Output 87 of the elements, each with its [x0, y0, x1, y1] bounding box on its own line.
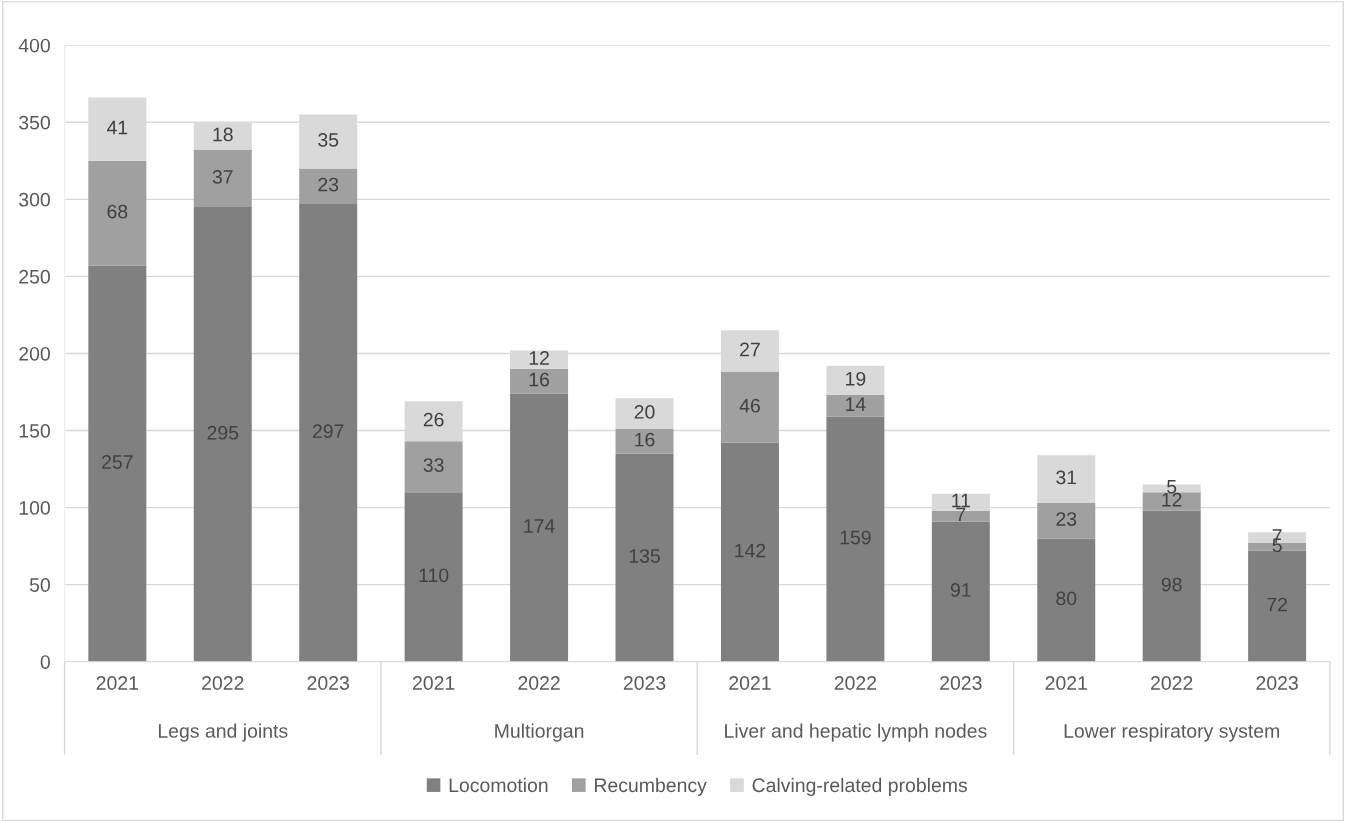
data-label: 110: [419, 568, 449, 583]
y-tick-label: 150: [19, 423, 50, 438]
bar: [510, 393, 569, 662]
bar: [826, 365, 885, 396]
data-label: 295: [207, 425, 239, 440]
bar: [826, 395, 885, 417]
bar: [88, 265, 147, 662]
data-label: 33: [423, 458, 444, 472]
y-tick-label: 100: [19, 501, 50, 515]
data-label: 11: [952, 493, 970, 508]
bar: [1248, 550, 1307, 662]
bar: [1142, 492, 1201, 511]
data-label: 46: [739, 398, 760, 413]
data-label: 91: [950, 583, 971, 597]
bar: [720, 371, 779, 443]
data-label: 5: [1167, 479, 1177, 494]
data-label: 26: [423, 412, 444, 427]
bar: [615, 428, 674, 454]
x-tick-label: 2022: [1151, 676, 1193, 690]
y-tick-label: 350: [19, 115, 50, 130]
x-tick-label: 2023: [940, 676, 982, 690]
data-label: 159: [840, 530, 871, 545]
x-tick-label: 2023: [307, 676, 349, 690]
x-tick-label: 2022: [834, 676, 877, 690]
x-tick-label: 2021: [96, 676, 139, 690]
y-tick-label: 200: [19, 346, 50, 361]
data-label: 18: [213, 127, 233, 142]
data-label: 41: [106, 120, 128, 135]
data-label: 98: [1161, 577, 1182, 592]
data-label: 135: [629, 549, 660, 563]
bar: [720, 442, 779, 662]
data-label: 16: [529, 372, 550, 387]
x-tick-label: 2022: [518, 676, 560, 690]
data-label: 72: [1267, 597, 1287, 612]
y-tick-label: 400: [18, 38, 50, 53]
text: Lower respiratory system: [1064, 723, 1280, 742]
data-label: 19: [846, 371, 866, 386]
bar: [193, 150, 252, 208]
data-label: 31: [1056, 470, 1077, 485]
x-tick-label: 2021: [1045, 676, 1087, 690]
x-tick-label: 2022: [202, 676, 244, 690]
data-label: 14: [846, 397, 866, 411]
bar: [1037, 455, 1096, 503]
bar: [931, 521, 990, 662]
bar: [299, 168, 358, 204]
data-label: 297: [312, 424, 344, 439]
bar: [510, 368, 569, 394]
bar: [193, 207, 252, 662]
bar: [299, 203, 358, 662]
bar: [615, 398, 674, 429]
data-label: 20: [634, 405, 655, 419]
data-label: 68: [107, 204, 128, 219]
data-label: 23: [318, 177, 339, 192]
data-label: 142: [735, 543, 766, 558]
bar: [404, 492, 463, 662]
data-label: 257: [102, 455, 133, 469]
data-label: 16: [635, 432, 655, 447]
bar: [404, 441, 463, 493]
y-tick-label: 300: [19, 192, 50, 207]
legend-label: Locomotion: [449, 777, 548, 793]
bar: [826, 416, 885, 662]
data-label: 35: [318, 132, 339, 147]
y-tick-label: 250: [19, 269, 50, 284]
bar: [1037, 502, 1096, 539]
legend-label: Calving-related problems: [752, 777, 968, 796]
legend-label: Recumbency: [594, 777, 707, 796]
data-label: 37: [212, 169, 233, 184]
data-label: 7: [956, 507, 966, 522]
x-tick-label: 2021: [412, 676, 455, 690]
bar: [615, 453, 674, 662]
x-tick-label: 2023: [1256, 676, 1298, 690]
text: Liver and hepatic lymph nodes: [725, 723, 987, 742]
bar: [88, 160, 147, 266]
data-label: 80: [1056, 591, 1077, 606]
y-tick-label: 50: [29, 578, 50, 592]
data-label: 23: [1056, 512, 1077, 526]
y-tick-label: 0: [40, 655, 50, 669]
bar: [1037, 538, 1096, 662]
data-label: 12: [1162, 492, 1182, 507]
text: Legs and joints: [158, 723, 288, 742]
text: Multiorgan: [495, 723, 584, 742]
data-label: 12: [529, 351, 549, 365]
x-tick-label: 2021: [729, 676, 771, 690]
x-tick-label: 2023: [623, 676, 666, 690]
data-label: 27: [740, 342, 760, 357]
bar: [1142, 510, 1201, 662]
data-label: 174: [524, 519, 555, 533]
